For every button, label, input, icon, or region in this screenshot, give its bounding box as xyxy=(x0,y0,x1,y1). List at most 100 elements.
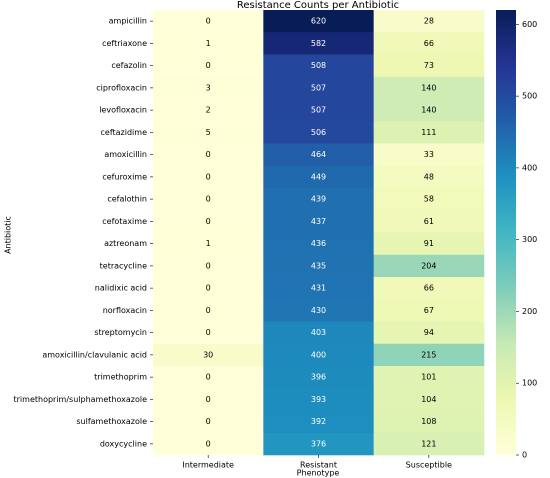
cell-label: 28 xyxy=(424,17,434,26)
heatmap-cell xyxy=(263,277,374,300)
cell-label: 0 xyxy=(206,61,211,70)
y-tick-label: streptomycin xyxy=(94,328,147,337)
heatmap-cell xyxy=(373,388,485,411)
heatmap-cell xyxy=(153,366,264,389)
cell-label: 66 xyxy=(424,284,434,293)
cell-label: 376 xyxy=(311,439,326,448)
heatmap-cell xyxy=(373,54,485,78)
y-tick-label: trimethoprim/sulphamethoxazole xyxy=(14,395,148,404)
heatmap-cell xyxy=(153,277,264,300)
heatmap-cell xyxy=(153,343,264,367)
heatmap-cell xyxy=(373,277,485,300)
x-tick-label: Intermediate xyxy=(182,461,234,470)
heatmap-cell xyxy=(373,99,485,122)
heatmap-cell xyxy=(373,232,485,256)
heatmap-cell xyxy=(373,165,485,189)
colorbar-tick-label: 100 xyxy=(522,379,537,388)
colorbar-tick-label: 200 xyxy=(522,307,537,316)
heatmap-cell xyxy=(153,10,264,33)
cell-label: 439 xyxy=(311,195,326,204)
cell-label: 506 xyxy=(311,128,326,137)
cell-label: 30 xyxy=(203,350,213,359)
cell-label: 620 xyxy=(311,17,326,26)
heatmap-cell xyxy=(153,54,264,78)
heatmap-cell xyxy=(153,165,264,189)
y-tick-label: cefazolin xyxy=(111,61,147,70)
colorbar-tick-label: 0 xyxy=(522,451,527,460)
cell-label: 104 xyxy=(421,395,436,404)
heatmap-cell xyxy=(263,299,374,322)
cell-label: 3 xyxy=(206,83,211,92)
cell-label: 108 xyxy=(421,417,436,426)
cell-label: 582 xyxy=(311,39,326,48)
x-tick-label: Resistant xyxy=(300,461,337,470)
heatmap-cell xyxy=(263,121,374,144)
colorbar-tick-label: 600 xyxy=(522,20,537,29)
colorbar xyxy=(496,10,516,455)
heatmap-cell xyxy=(373,32,485,55)
cell-label: 0 xyxy=(206,17,211,26)
cell-label: 73 xyxy=(424,61,434,70)
cell-label: 48 xyxy=(424,172,434,181)
heatmap-cell xyxy=(263,343,374,367)
y-tick-label: cefalothin xyxy=(107,195,147,204)
heatmap-cell xyxy=(263,54,374,78)
y-tick-label: amoxicillin xyxy=(104,150,147,159)
heatmap-cell xyxy=(153,143,264,167)
cell-label: 94 xyxy=(424,328,434,337)
cell-label: 2 xyxy=(206,106,211,115)
cell-label: 0 xyxy=(206,328,211,337)
y-tick-label: amoxicillin/clavulanic acid xyxy=(42,350,147,359)
y-tick-label: cefuroxime xyxy=(102,172,147,181)
y-tick-label: sulfamethoxazole xyxy=(76,417,147,426)
cell-label: 204 xyxy=(421,261,436,270)
heatmap-cell xyxy=(263,388,374,411)
heatmap-cell xyxy=(373,343,485,367)
heatmap-cell xyxy=(373,143,485,167)
cell-label: 507 xyxy=(311,83,326,92)
heatmap-cell xyxy=(373,121,485,144)
heatmap-cell xyxy=(153,188,264,211)
cell-label: 393 xyxy=(311,395,326,404)
y-tick-label: trimethoprim xyxy=(94,373,147,382)
heatmap-cell xyxy=(263,254,374,278)
heatmap-cell xyxy=(373,410,485,434)
heatmap-cell xyxy=(263,410,374,434)
cell-label: 507 xyxy=(311,106,326,115)
cell-label: 508 xyxy=(311,61,326,70)
cell-label: 58 xyxy=(424,195,434,204)
cell-label: 431 xyxy=(311,284,326,293)
x-axis-label: Phenotype xyxy=(297,469,340,478)
heatmap-cell xyxy=(153,254,264,278)
y-tick-label: ciprofloxacin xyxy=(96,83,147,92)
cell-label: 392 xyxy=(311,417,326,426)
cell-label: 1 xyxy=(206,39,211,48)
chart-title: Resistance Counts per Antibiotic xyxy=(237,0,399,11)
cell-label: 0 xyxy=(206,439,211,448)
heatmap-cell xyxy=(153,121,264,144)
cell-label: 437 xyxy=(311,217,326,226)
cell-label: 0 xyxy=(206,417,211,426)
heatmap-cell xyxy=(263,99,374,122)
cell-label: 436 xyxy=(311,239,326,248)
heatmap-cell xyxy=(153,232,264,256)
cell-label: 140 xyxy=(421,83,436,92)
colorbar-tick-label: 400 xyxy=(522,163,537,172)
heatmap-cell xyxy=(153,410,264,434)
cell-label: 66 xyxy=(424,39,434,48)
y-tick-label: levofloxacin xyxy=(99,106,147,115)
cell-label: 91 xyxy=(424,239,434,248)
cell-label: 0 xyxy=(206,306,211,315)
y-axis-label: Antibiotic xyxy=(4,216,13,254)
heatmap-cell xyxy=(373,76,485,100)
cell-label: 140 xyxy=(421,106,436,115)
heatmap-cell xyxy=(153,299,264,322)
cell-label: 0 xyxy=(206,284,211,293)
cell-label: 5 xyxy=(206,128,211,137)
heatmap-cell xyxy=(153,32,264,55)
y-tick-label: doxycycline xyxy=(100,439,147,448)
y-tick-label: norfloxacin xyxy=(103,306,147,315)
heatmap-cell xyxy=(373,432,485,456)
colorbar-tick-label: 300 xyxy=(522,235,537,244)
heatmap-cell xyxy=(373,10,485,33)
